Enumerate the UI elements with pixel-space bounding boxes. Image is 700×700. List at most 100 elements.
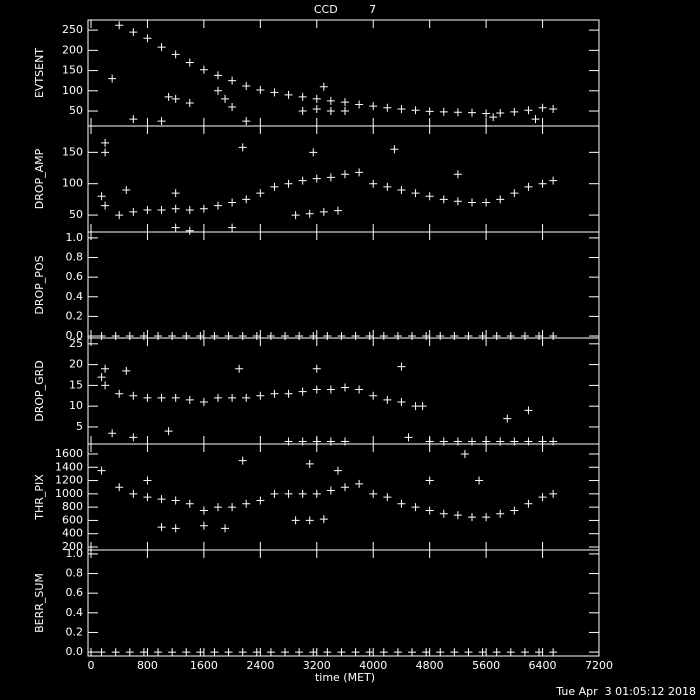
y-tick-label: 1.0 — [66, 231, 84, 244]
data-point — [524, 499, 533, 508]
y-axis-label: BERR_SUM — [33, 573, 46, 633]
y-tick-label: 1.0 — [66, 547, 84, 560]
data-point — [326, 107, 335, 116]
data-point — [397, 105, 406, 114]
y-tick-label: 25 — [69, 337, 83, 350]
data-point — [154, 648, 163, 657]
data-point — [111, 332, 120, 341]
plot-frame — [87, 337, 600, 445]
data-point — [323, 332, 332, 341]
data-point — [281, 648, 290, 657]
data-point — [369, 179, 378, 188]
data-point — [355, 100, 364, 109]
data-point — [129, 391, 138, 400]
data-point — [111, 648, 120, 657]
data-point — [450, 648, 459, 657]
data-point — [221, 524, 230, 533]
data-point — [97, 466, 106, 475]
data-point — [408, 648, 417, 657]
data-point — [506, 648, 515, 657]
data-point — [242, 195, 251, 204]
data-point — [196, 332, 205, 341]
y-tick-label: 250 — [62, 23, 83, 36]
x-tick-label: 2400 — [246, 659, 274, 672]
data-point — [309, 648, 318, 657]
data-point — [333, 466, 342, 475]
data-point — [295, 648, 304, 657]
data-point — [355, 479, 364, 488]
data-point — [425, 476, 434, 485]
data-point — [383, 103, 392, 112]
data-point — [171, 189, 180, 198]
data-point — [242, 81, 251, 90]
data-point — [319, 515, 328, 524]
plot-frame — [87, 231, 600, 339]
data-point — [538, 179, 547, 188]
x-tick-label: 6400 — [529, 659, 557, 672]
data-point — [284, 179, 293, 188]
data-point — [224, 332, 233, 341]
data-point — [171, 94, 180, 103]
data-point — [341, 98, 349, 107]
y-tick-label: 0.0 — [66, 645, 84, 658]
y-axis-label: EVTSENT — [33, 48, 46, 98]
data-point — [101, 381, 110, 390]
data-point — [538, 103, 547, 112]
data-point — [390, 145, 399, 154]
data-point — [312, 105, 321, 114]
data-point — [171, 393, 180, 402]
data-point — [199, 521, 208, 530]
data-point — [228, 393, 237, 402]
data-point — [228, 76, 237, 85]
data-point — [323, 648, 332, 657]
data-point — [326, 486, 335, 495]
data-point — [143, 393, 152, 402]
data-point — [341, 107, 349, 116]
data-point — [439, 107, 448, 116]
data-point — [453, 170, 462, 179]
data-point — [214, 86, 222, 95]
y-axis-label: DROP_AMP — [33, 148, 46, 209]
data-point — [397, 398, 406, 407]
data-point — [210, 332, 219, 341]
data-point — [157, 523, 166, 532]
data-point — [351, 332, 360, 341]
data-point — [298, 107, 307, 116]
data-point — [171, 204, 180, 213]
data-point — [383, 182, 392, 191]
data-point — [482, 198, 491, 207]
data-point — [496, 509, 505, 518]
data-point — [242, 393, 251, 402]
x-tick-label: 1600 — [190, 659, 218, 672]
data-point — [510, 107, 519, 116]
data-point — [309, 332, 318, 341]
data-point — [182, 648, 191, 657]
data-point — [256, 496, 265, 505]
data-point — [196, 648, 205, 657]
data-point — [266, 332, 275, 341]
data-point — [397, 499, 406, 508]
data-point — [168, 648, 177, 657]
data-point — [228, 503, 237, 512]
data-point — [549, 489, 558, 498]
data-point — [439, 509, 448, 518]
y-tick-label: 0.8 — [66, 251, 84, 264]
data-point — [168, 332, 177, 341]
y-tick-label: 150 — [62, 145, 83, 158]
data-point — [411, 106, 420, 115]
data-point — [404, 433, 413, 442]
data-point — [129, 489, 138, 498]
x-tick-label: 4000 — [359, 659, 387, 672]
data-point — [157, 117, 166, 126]
data-point — [129, 28, 138, 37]
data-point — [298, 92, 307, 101]
data-point — [524, 406, 533, 415]
data-point — [538, 493, 547, 502]
y-axis-label: DROP_POS — [33, 255, 46, 314]
data-point — [439, 195, 448, 204]
y-tick-label: 1200 — [55, 474, 83, 487]
y-tick-label: 200 — [62, 43, 83, 56]
data-point — [214, 201, 222, 210]
data-point — [129, 115, 138, 124]
